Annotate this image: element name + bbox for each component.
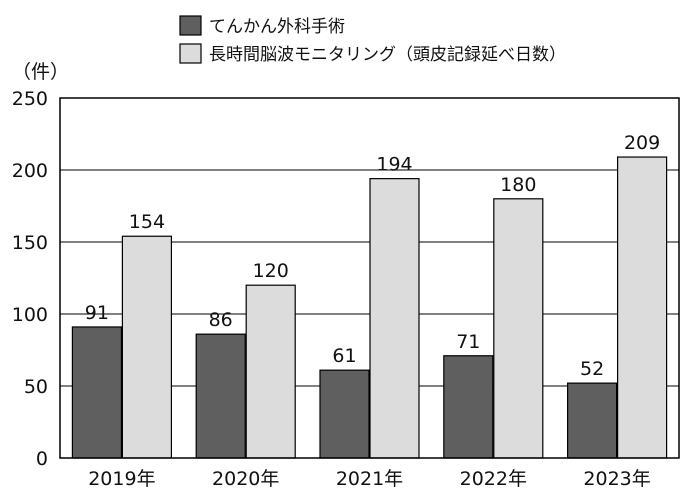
legend-swatch [179,15,202,36]
data-label: 194 [376,154,412,176]
legend-label: 長時間脳波モニタリング（頭皮記録延べ日数） [209,45,566,65]
bar [319,369,370,459]
data-label: 209 [624,132,660,154]
bar [121,235,173,459]
bar [616,156,668,459]
y-axis-label: （件） [12,61,69,83]
y-tick-label: 250 [12,88,48,110]
y-tick-label: 150 [12,232,48,254]
data-label: 120 [253,260,289,282]
data-label: 71 [456,331,480,353]
data-label: 61 [332,345,356,367]
bar [195,333,246,459]
x-tick-label: 2023年 [583,468,650,490]
bar [493,198,544,459]
bar [71,326,123,459]
x-tick-label: 2021年 [336,468,403,490]
x-tick-label: 2019年 [88,468,155,490]
data-label: 154 [129,211,165,233]
legend-label: てんかん外科手術 [209,17,345,37]
data-label: 86 [209,309,233,331]
bar [443,355,494,459]
bar [245,284,296,459]
y-tick-label: 50 [24,376,48,398]
x-tick-label: 2022年 [460,468,527,490]
y-tick-label: 200 [12,160,48,182]
bar [566,382,618,459]
y-axis-ticks: 0 50 100 150 200 250 [12,88,48,470]
bar [369,178,420,459]
data-label: 52 [580,358,604,380]
x-tick-label: 2020年 [212,468,279,490]
y-tick-label: 100 [12,304,48,326]
x-axis-ticks: 2019年 2020年 2021年 2022年 2023年 [88,468,651,490]
y-tick-label: 0 [36,448,48,470]
bars [71,156,668,459]
data-label: 180 [500,174,536,196]
data-labels: 91 154 86 120 61 194 71 180 52 209 [85,132,660,380]
plot-frame [59,97,680,459]
legend-swatch [179,43,202,64]
data-label: 91 [85,302,109,324]
